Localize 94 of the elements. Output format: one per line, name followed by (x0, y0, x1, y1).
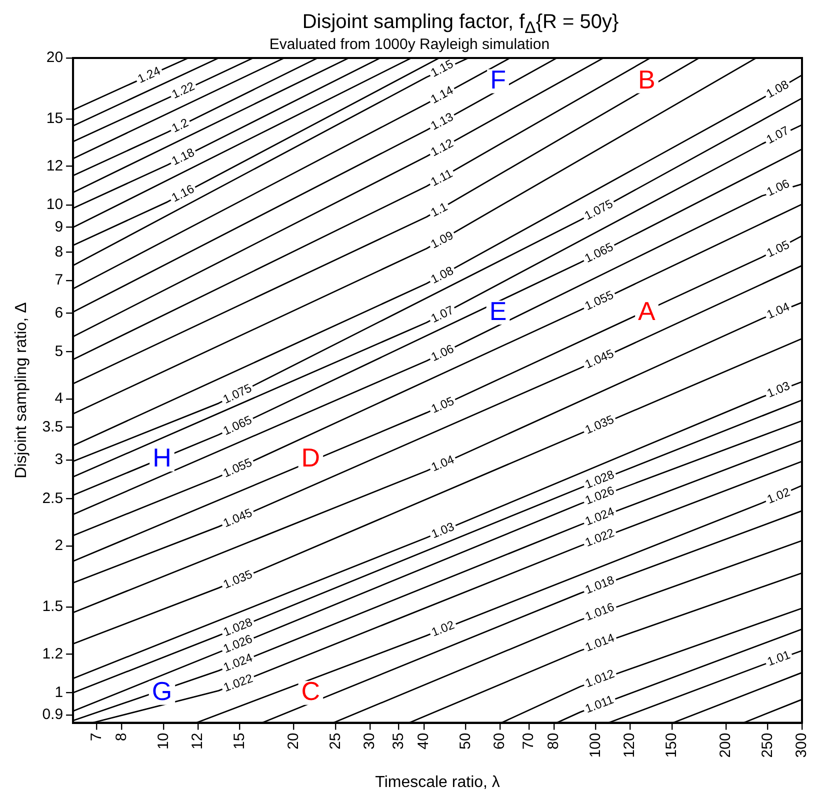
x-tick-label: 8 (112, 732, 130, 742)
y-tick-label: 10 (46, 196, 64, 214)
y-tick-label: 1.5 (42, 598, 64, 615)
text: 1.055 (582, 288, 616, 314)
text: 1.22 (170, 78, 197, 102)
x-tick-label: 300 (793, 732, 810, 758)
text: 1.24 (136, 63, 163, 86)
y-tick-label: 7 (54, 272, 64, 289)
y-tick-label: 3 (54, 451, 64, 468)
x-tick-label: 50 (456, 732, 474, 750)
text: 1.04 (764, 299, 792, 322)
text: 1.011 (583, 692, 616, 716)
y-tick-label: 3.5 (42, 418, 64, 436)
text: 1.02 (429, 618, 456, 640)
y-tick-label: 20 (46, 49, 64, 66)
y-tick-label: 6 (54, 304, 64, 322)
annotation: E (489, 296, 507, 326)
x-tick-label: 35 (390, 732, 407, 750)
x-tick-label: 100 (586, 732, 604, 758)
text: 1.065 (220, 412, 254, 438)
x-tick-label: 40 (414, 732, 432, 750)
x-tick-label: 70 (520, 732, 538, 750)
y-tick-label: 2 (54, 537, 64, 554)
text: 1.12 (428, 136, 456, 160)
x-tick-label: 80 (545, 732, 562, 750)
text: 1.05 (429, 394, 456, 416)
y-tick-label: 9 (54, 218, 64, 236)
text: 1.016 (583, 600, 617, 624)
text: 1.07 (764, 123, 792, 147)
y-tick-label: 8 (54, 243, 64, 260)
text: 1.08 (764, 77, 792, 101)
x-tick-label: 15 (230, 732, 248, 750)
text: 1.05 (764, 237, 792, 260)
text: 1.04 (429, 452, 456, 474)
x-tick-label: 150 (663, 732, 680, 758)
text: 1.03 (764, 378, 792, 400)
text: 1.1 (428, 199, 450, 220)
annotation: G (152, 676, 172, 706)
y-axis-title: Disjoint sampling ratio, Δ (13, 302, 30, 478)
text: 1.01 (765, 647, 792, 669)
text: 1.18 (169, 145, 197, 168)
chart-subtitle: Evaluated from 1000y Rayleigh simulation (269, 36, 550, 54)
text: 1.045 (582, 346, 616, 372)
text: 1.075 (220, 380, 254, 406)
y-tick-label: 2.5 (42, 490, 64, 507)
y-tick-label: 0.9 (42, 706, 64, 724)
text: 1.13 (428, 110, 456, 133)
x-tick-label: 30 (361, 732, 378, 750)
x-tick-label: 250 (758, 732, 776, 758)
annotation: B (638, 64, 656, 94)
text: 1.2 (169, 115, 191, 136)
text: 1.045 (221, 505, 255, 530)
text: 1.06 (764, 176, 792, 199)
text: 1.012 (583, 666, 617, 690)
text: 1.14 (428, 82, 456, 106)
y-tick-label: 1 (54, 684, 64, 701)
text: 1.035 (221, 566, 255, 592)
annotation: H (152, 442, 172, 473)
text: 1.065 (582, 240, 616, 266)
y-tick-label: 5 (54, 342, 64, 360)
x-tick-label: 7 (88, 732, 105, 742)
text: 1.09 (428, 228, 456, 252)
x-tick-label: 12 (189, 732, 206, 750)
text: 1.018 (583, 572, 617, 597)
text: 1.11 (428, 166, 456, 190)
text: 1.02 (765, 484, 792, 507)
text: 1.022 (583, 526, 616, 550)
y-tick-label: 12 (46, 157, 64, 174)
x-tick-label: 25 (326, 732, 344, 750)
x-tick-label: 60 (491, 732, 508, 750)
x-tick-label: 200 (717, 732, 734, 758)
text: 1.08 (428, 263, 456, 286)
text: 1.07 (428, 302, 456, 326)
text: 1.055 (220, 455, 254, 480)
x-tick-label: 20 (284, 732, 302, 750)
annotation: C (301, 676, 320, 706)
chart-title: Disjoint sampling factor, f$_{Δ}${R = 50y} (301, 10, 620, 37)
annotation: A (638, 296, 656, 326)
y-tick-label: 15 (46, 110, 64, 128)
text: 1.024 (583, 504, 616, 528)
y-tick-label: 1.2 (42, 645, 64, 662)
x-tick-label: 10 (154, 732, 172, 750)
text: 1.022 (222, 671, 255, 695)
y-tick-label: 4 (54, 390, 64, 408)
text: 1.035 (582, 412, 616, 437)
text: 1.06 (428, 341, 456, 364)
text: 1.014 (583, 630, 617, 654)
annotation: D (301, 442, 320, 473)
text: 1.16 (169, 182, 197, 205)
annotation: F (490, 64, 506, 94)
x-tick-label: 120 (621, 732, 638, 758)
x-axis-title: Timescale ratio, λ (375, 774, 500, 791)
text: 1.15 (428, 56, 456, 80)
text: 1.03 (429, 519, 457, 542)
